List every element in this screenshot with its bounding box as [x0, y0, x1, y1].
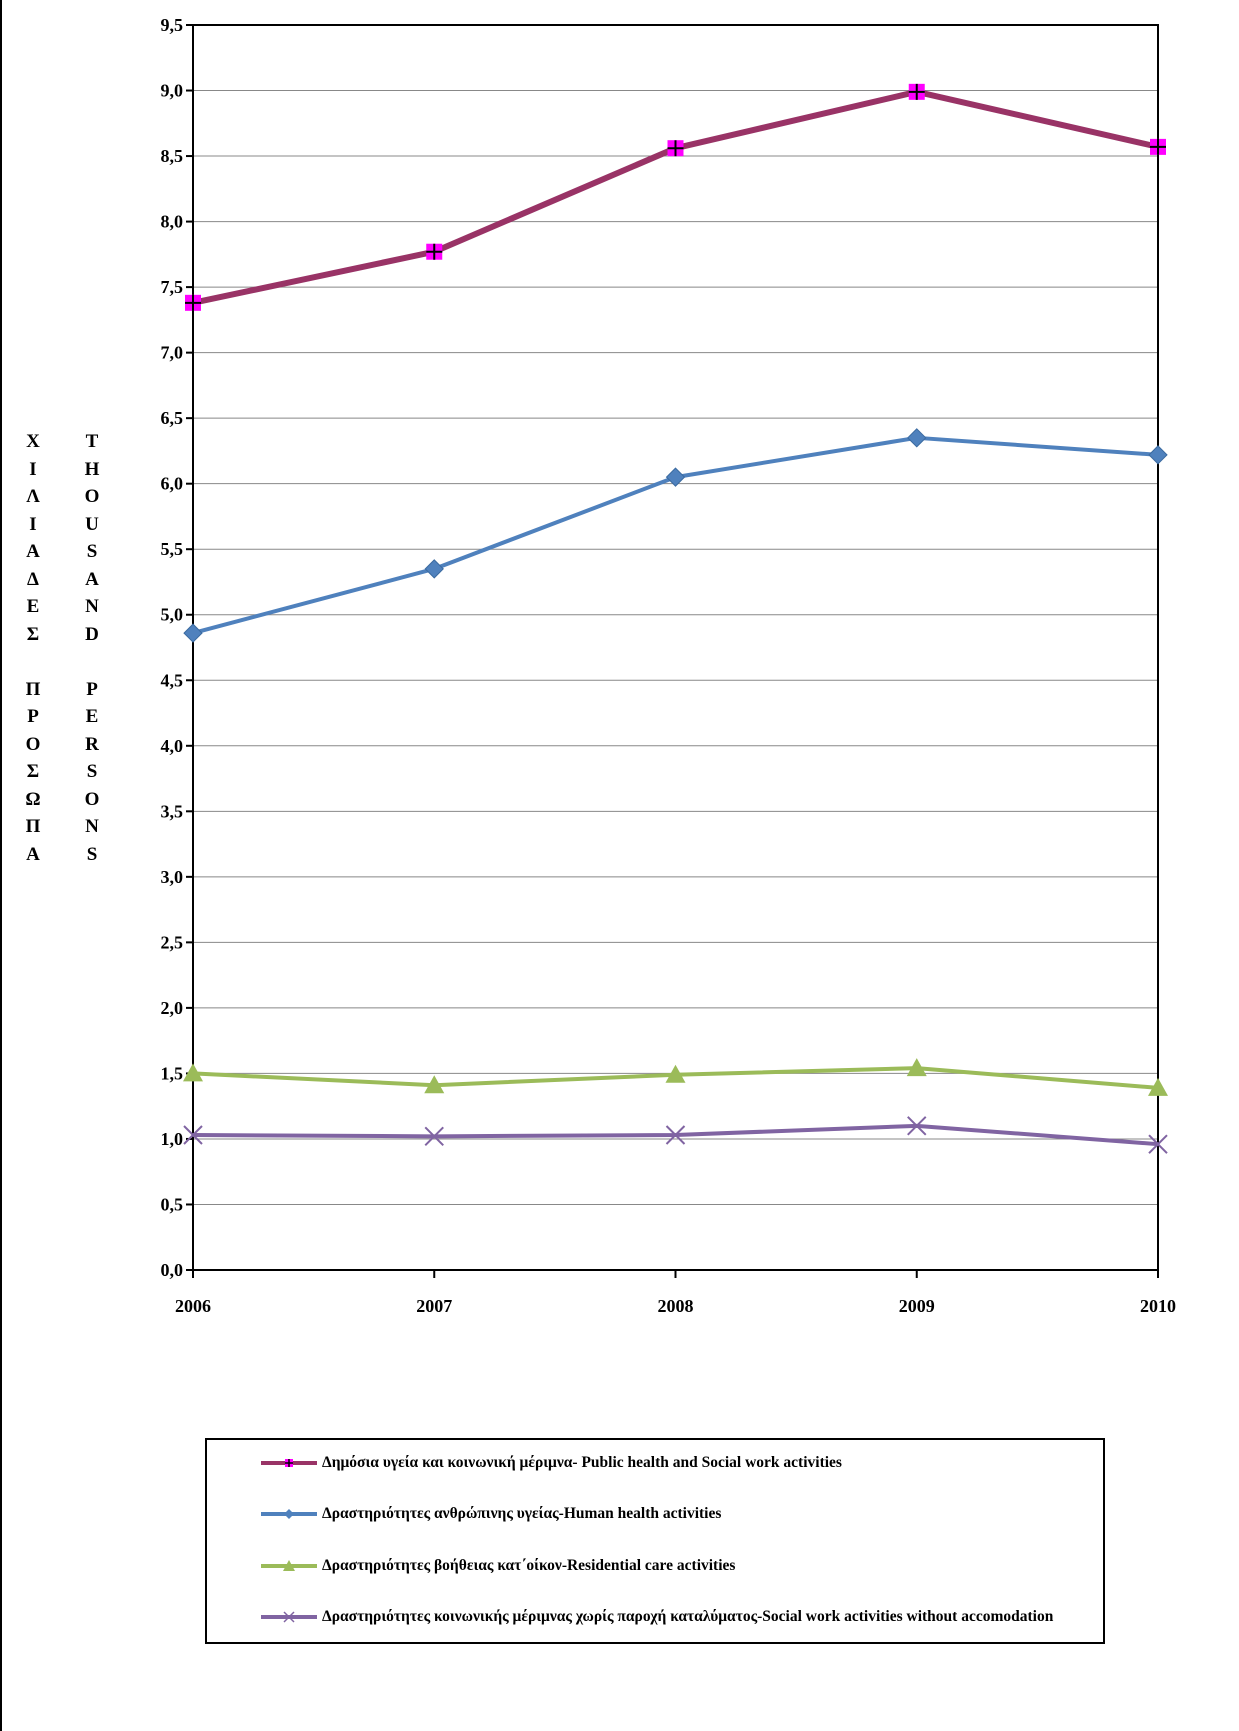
legend-marker	[283, 1611, 295, 1623]
y-axis-label-english: T H O U S A N D P E R S O N S	[84, 431, 100, 865]
data-point	[183, 1063, 203, 1082]
series-2	[183, 1058, 1168, 1096]
series-line	[192, 88, 1159, 306]
y-tick-label: 9,0	[161, 81, 184, 101]
legend-swatch	[261, 1459, 317, 1467]
left-border-line	[0, 0, 2, 1731]
y-tick-label: 5,0	[161, 605, 184, 625]
data-point-cross	[908, 83, 925, 100]
data-point	[183, 623, 203, 643]
data-point	[665, 1125, 686, 1145]
data-point-cross	[1150, 138, 1166, 155]
data-point	[906, 1058, 927, 1077]
y-tick-label: 6,0	[161, 474, 184, 494]
x-tick-label: 2010	[1140, 1296, 1176, 1316]
y-tick-label: 8,0	[161, 212, 184, 232]
data-point	[183, 1125, 203, 1145]
data-point	[907, 1116, 927, 1136]
y-axis-ticks: 0,0 0,5 1,0 1,5 2,0 2,5 3,0 3,5 4,0 4,5 5,0 5,5 6,0 6…	[161, 15, 193, 1280]
y-tick-label: 1,5	[161, 1063, 184, 1083]
y-axis-label-greek: Χ Ι Λ Ι Α Δ Ε Σ Π Ρ Ο Σ Ω Π Α	[25, 431, 41, 865]
y-tick-label: 0,5	[161, 1194, 184, 1214]
y-tick-label: 5,5	[161, 539, 184, 559]
series-3	[183, 1116, 1168, 1154]
x-tick-label: 2009	[899, 1296, 935, 1316]
y-tick-label: 0,0	[161, 1260, 184, 1280]
y-tick-label: 2,0	[161, 998, 184, 1018]
legend-label: Δραστηριότητες κοινωνικής μέριμνας χωρίς…	[322, 1608, 1054, 1625]
data-point	[424, 1126, 444, 1147]
series-0	[185, 83, 1166, 311]
y-tick-label: 4,0	[161, 736, 184, 756]
data-point	[665, 467, 686, 487]
legend-swatch	[261, 1509, 317, 1519]
y-tick-label: 1,0	[161, 1129, 184, 1149]
legend-marker	[284, 1509, 294, 1519]
data-point-cross	[667, 140, 684, 157]
y-tick-label: 4,5	[161, 670, 184, 690]
y-tick-label: 6,5	[161, 408, 184, 428]
series-line	[192, 435, 1159, 636]
y-tick-label: 7,0	[161, 343, 184, 363]
legend-swatch	[261, 1611, 317, 1623]
data-point	[424, 1075, 445, 1094]
y-tick-label: 3,0	[161, 867, 184, 887]
data-point	[424, 559, 444, 579]
data-point	[1148, 1134, 1168, 1154]
y-tick-label: 7,5	[161, 277, 184, 297]
x-axis-ticks: 2006 2007 2008 2009 2010	[175, 1270, 1176, 1316]
data-point-cross	[426, 243, 443, 260]
legend-label: Δραστηριότητες βοήθειας κατ΄οίκον-Reside…	[322, 1557, 736, 1574]
series-lines	[183, 83, 1168, 1154]
x-tick-label: 2006	[175, 1296, 211, 1316]
data-point	[665, 1064, 686, 1083]
legend-label: Δραστηριότητες ανθρώπινης υγείας-Human h…	[322, 1505, 722, 1522]
data-point-cross	[185, 294, 201, 311]
x-tick-label: 2007	[416, 1296, 452, 1316]
data-point	[1148, 445, 1168, 465]
legend-marker-cross	[285, 1459, 293, 1467]
data-point	[1148, 1077, 1168, 1096]
legend-label: Δημόσια υγεία και κοινωνική μέριμνα- Pub…	[322, 1454, 842, 1471]
plot-area-frame	[192, 24, 1159, 1271]
legend-swatch	[261, 1560, 317, 1571]
y-tick-label: 2,5	[161, 932, 184, 952]
gridlines	[193, 24, 1158, 1271]
y-tick-label: 3,5	[161, 801, 184, 821]
series-1	[183, 428, 1168, 643]
x-tick-label: 2008	[658, 1296, 694, 1316]
legend: Δημόσια υγεία και κοινωνική μέριμνα- Pub…	[205, 1438, 1105, 1644]
data-point	[907, 428, 927, 448]
y-tick-label: 8,5	[161, 146, 184, 166]
legend-marker	[283, 1560, 295, 1571]
y-tick-label: 9,5	[161, 15, 184, 35]
